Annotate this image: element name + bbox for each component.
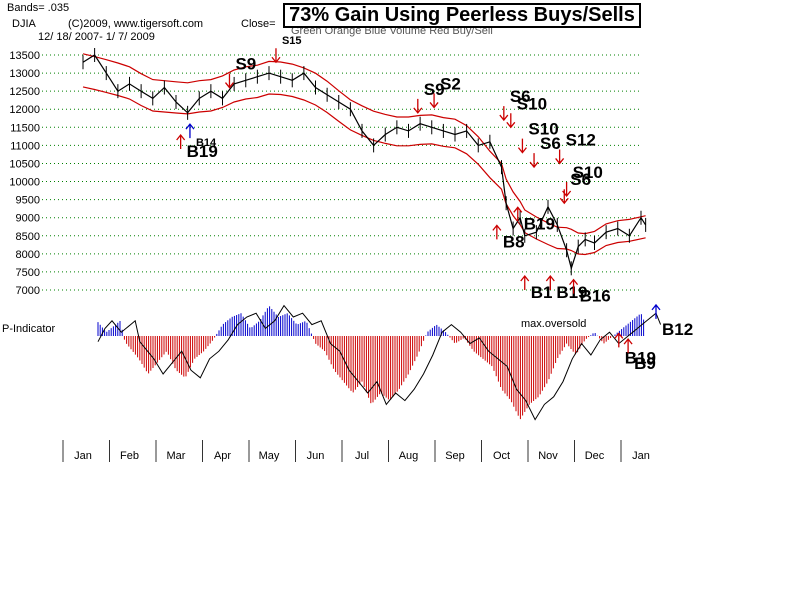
signal-label: S9 (424, 80, 445, 99)
y-tick-label: 12500 (9, 86, 40, 98)
upper-band (82, 53, 646, 235)
max-oversold-label: max.oversold (521, 318, 586, 330)
p-indicator-label: P-Indicator (2, 323, 56, 335)
chart-title: 73% Gain Using Peerless Buys/Sells (283, 3, 641, 28)
x-tick-label: Oct (493, 450, 510, 462)
signal-label: B19 (524, 214, 555, 233)
signal-label: S15 (282, 35, 302, 47)
close-label: Close= (241, 18, 276, 30)
x-tick-label: Jan (74, 450, 92, 462)
indicator-line (97, 304, 662, 421)
signal-label: S2 (440, 74, 461, 93)
y-tick-label: 8500 (16, 231, 40, 243)
signal-label: B19 (187, 142, 218, 161)
y-tick-label: 10000 (9, 177, 40, 189)
signal-arrow (499, 106, 509, 122)
signal-label: S6 (540, 134, 561, 153)
signal-label: B8 (503, 232, 525, 251)
x-tick-label: Apr (214, 450, 231, 462)
upper-band-line (82, 53, 646, 235)
signal-label: S10 (528, 120, 558, 139)
signal-arrow (413, 98, 423, 114)
y-tick-label: 12000 (9, 104, 40, 116)
y-tick-label: 7000 (16, 285, 40, 297)
x-tick-label: Nov (538, 450, 558, 462)
symbol-label: DJIA (12, 18, 36, 30)
signal-arrow (271, 48, 281, 64)
copyright-label: (C)2009, www.tigersoft.com (68, 18, 204, 30)
p-indicator-plot (97, 304, 662, 421)
y-tick-label: 11000 (10, 140, 40, 152)
signal-arrow (555, 149, 565, 165)
indicator-signal-arrow (651, 303, 661, 319)
signal-label: S10 (517, 94, 547, 113)
indicator-signal-arrow (623, 338, 633, 354)
signal-label: B19 (556, 283, 587, 302)
x-tick-label: May (259, 450, 280, 462)
x-tick-label: Sep (445, 450, 465, 462)
signal-label: S10 (573, 163, 603, 182)
signal-arrow (559, 189, 569, 205)
y-tick-label: 13000 (9, 68, 40, 80)
signal-arrow (492, 224, 502, 240)
date-range-label: 12/ 18/ 2007- 1/ 7/ 2009 (38, 31, 155, 43)
signal-arrow (513, 206, 523, 222)
signal-label: B14 (196, 137, 217, 149)
signal-arrow (429, 93, 439, 109)
y-tick-label: 7500 (16, 267, 40, 279)
x-tick-label: Feb (120, 450, 139, 462)
y-tick-label: 8000 (16, 249, 40, 261)
y-tick-label: 13500 (9, 50, 40, 62)
legend-fragment: Green Orange Blue Volume Red Buy/Sell (291, 25, 493, 37)
signal-label: B1 (531, 283, 553, 302)
signal-label: S12 (566, 130, 596, 149)
x-tick-label: Jan (632, 450, 650, 462)
signal-arrow (569, 278, 579, 294)
price-bars (82, 48, 647, 276)
indicator-signal-label: B12 (662, 320, 693, 339)
signal-label: S6 (570, 170, 591, 189)
signal-label: S9 (235, 55, 256, 74)
x-tick-label: Mar (167, 450, 186, 462)
signal-arrow (185, 123, 195, 139)
signal-arrow (176, 133, 186, 149)
signal-arrow (506, 113, 516, 129)
x-tick-label: Aug (399, 450, 419, 462)
y-tick-label: 11500 (10, 122, 40, 134)
x-tick-label: Dec (585, 450, 605, 462)
price-line (82, 54, 647, 271)
price-grid: 13500 13000 12500 12000 11500 11000 10500 10000… (9, 50, 640, 297)
y-tick-label: 10500 (9, 158, 40, 170)
y-tick-label: 9500 (16, 195, 40, 207)
indicator-signal-arrow (614, 332, 624, 348)
x-axis-ticks: Jan Feb Mar Apr May Jun Jul Aug Sep Oct Nov Dec Jan (62, 440, 650, 462)
signal-arrow (517, 138, 527, 154)
signal-arrow (224, 73, 234, 89)
signal-label: S6 (510, 87, 531, 106)
lower-band-line (82, 86, 646, 256)
signal-arrow (529, 153, 539, 169)
signal-arrow (520, 274, 530, 290)
indicator-signal-label: B19 (625, 348, 656, 367)
x-tick-label: Jun (307, 450, 325, 462)
lower-band (82, 86, 646, 256)
indicator-signal-label: B9 (634, 354, 656, 373)
signal-arrow (545, 274, 555, 290)
x-tick-label: Jul (355, 450, 369, 462)
y-tick-label: 9000 (16, 213, 40, 225)
signal-label: B16 (580, 287, 611, 306)
bands-label: Bands= .035 (7, 2, 70, 14)
